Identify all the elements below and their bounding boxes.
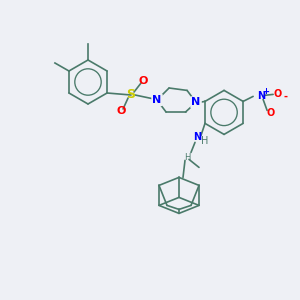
Text: O: O: [116, 106, 126, 116]
Text: N: N: [193, 132, 201, 142]
Text: O: O: [274, 89, 282, 99]
Text: N: N: [152, 95, 162, 105]
Text: O: O: [267, 108, 275, 118]
Text: H: H: [201, 136, 209, 146]
Text: +: +: [262, 87, 270, 96]
Text: N: N: [191, 98, 201, 107]
Text: -: -: [283, 92, 287, 101]
Text: O: O: [138, 76, 148, 86]
Text: N: N: [257, 92, 265, 101]
Text: H: H: [184, 153, 190, 162]
Text: S: S: [127, 88, 136, 101]
